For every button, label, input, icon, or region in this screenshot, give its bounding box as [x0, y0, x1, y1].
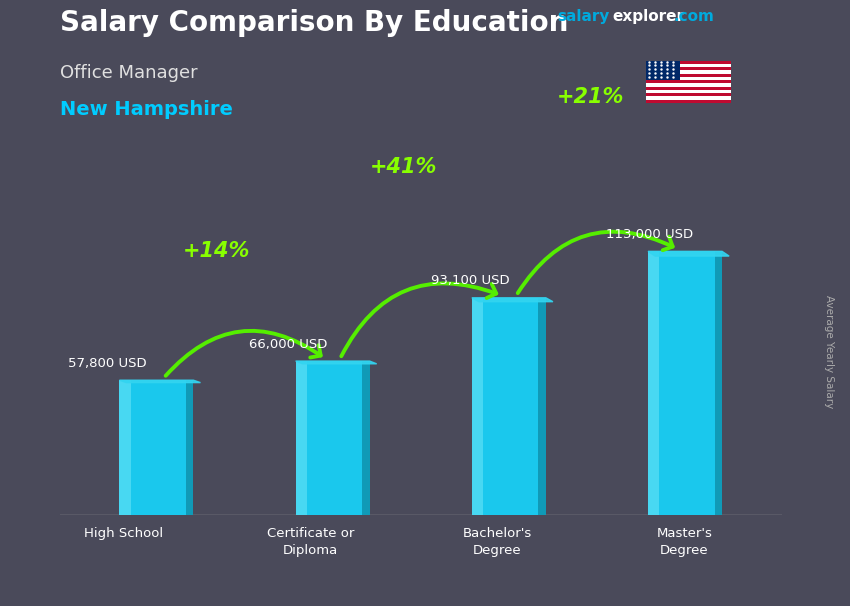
Text: 113,000 USD: 113,000 USD: [606, 228, 694, 241]
FancyArrowPatch shape: [166, 331, 320, 376]
Bar: [296, 361, 370, 515]
Bar: [646, 70, 731, 74]
Text: High School: High School: [83, 527, 163, 540]
Polygon shape: [472, 298, 552, 302]
Bar: [646, 77, 731, 80]
Bar: [472, 298, 546, 515]
Polygon shape: [119, 380, 201, 382]
Bar: [648, 251, 660, 515]
Bar: [646, 93, 731, 96]
Bar: [646, 84, 731, 87]
Polygon shape: [648, 251, 729, 256]
Text: 93,100 USD: 93,100 USD: [431, 275, 509, 287]
Bar: [646, 96, 731, 100]
Text: explorer: explorer: [612, 9, 684, 24]
Text: New Hampshire: New Hampshire: [60, 100, 232, 119]
Polygon shape: [296, 361, 377, 364]
Bar: [646, 61, 680, 80]
Text: .com: .com: [673, 9, 714, 24]
Bar: [119, 380, 131, 515]
Bar: [646, 64, 731, 67]
Text: Bachelor's
Degree: Bachelor's Degree: [462, 527, 532, 558]
Text: Average Yearly Salary: Average Yearly Salary: [824, 295, 834, 408]
Text: Office Manager: Office Manager: [60, 64, 197, 82]
Bar: [646, 90, 731, 93]
Bar: [646, 80, 731, 84]
FancyArrowPatch shape: [518, 231, 672, 293]
Bar: [646, 67, 731, 70]
Bar: [296, 361, 307, 515]
Bar: [472, 298, 483, 515]
Bar: [648, 251, 722, 515]
Bar: [646, 61, 731, 64]
Text: Salary Comparison By Education: Salary Comparison By Education: [60, 9, 568, 37]
Bar: [119, 380, 194, 515]
Text: 57,800 USD: 57,800 USD: [68, 357, 146, 370]
Text: +41%: +41%: [370, 156, 438, 177]
Bar: [646, 87, 731, 90]
Bar: [646, 74, 731, 77]
Bar: [362, 361, 370, 515]
Text: Certificate or
Diploma: Certificate or Diploma: [267, 527, 354, 558]
Bar: [646, 100, 731, 103]
Text: salary: salary: [557, 9, 609, 24]
Bar: [715, 251, 722, 515]
Text: Master's
Degree: Master's Degree: [656, 527, 712, 558]
Text: 66,000 USD: 66,000 USD: [249, 338, 328, 350]
Bar: [186, 380, 194, 515]
Text: +14%: +14%: [183, 241, 251, 262]
FancyArrowPatch shape: [342, 284, 496, 356]
Text: +21%: +21%: [557, 87, 625, 107]
Bar: [538, 298, 546, 515]
